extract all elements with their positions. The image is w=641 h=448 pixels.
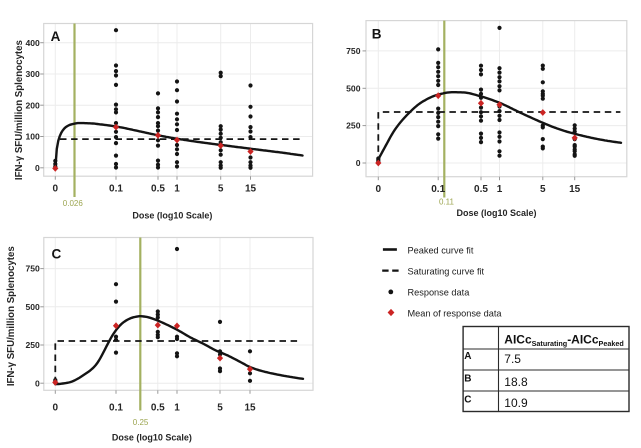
svg-text:IFN-γ SFU/million Splenocytes: IFN-γ SFU/million Splenocytes — [6, 246, 17, 386]
svg-text:0: 0 — [35, 378, 40, 388]
svg-text:0.1: 0.1 — [431, 184, 445, 195]
svg-text:0: 0 — [35, 163, 40, 173]
svg-text:0.1: 0.1 — [109, 403, 123, 414]
svg-text:15: 15 — [244, 403, 256, 414]
svg-text:Response data: Response data — [408, 288, 471, 298]
svg-text:0.25: 0.25 — [133, 418, 149, 427]
svg-text:Dose (log10 Scale): Dose (log10 Scale) — [112, 432, 192, 442]
svg-text:250: 250 — [25, 340, 40, 350]
svg-text:750: 750 — [25, 264, 40, 274]
svg-text:Dose (log10 Scale): Dose (log10 Scale) — [456, 208, 536, 218]
svg-text:1: 1 — [174, 184, 180, 195]
svg-text:15: 15 — [569, 184, 581, 195]
svg-text:300: 300 — [25, 69, 40, 79]
svg-text:10.9: 10.9 — [504, 396, 528, 410]
svg-text:0: 0 — [376, 184, 382, 195]
svg-text:1: 1 — [497, 184, 503, 195]
svg-text:IFN-γ SFU/million Splenocytes: IFN-γ SFU/million Splenocytes — [14, 40, 25, 180]
svg-text:C: C — [464, 395, 471, 406]
svg-text:0: 0 — [356, 158, 361, 168]
svg-text:1: 1 — [174, 403, 180, 414]
svg-text:Dose (log10 Scale): Dose (log10 Scale) — [132, 211, 212, 221]
svg-text:Peaked curve fit: Peaked curve fit — [408, 246, 474, 256]
svg-text:18.8: 18.8 — [504, 375, 528, 389]
svg-text:5: 5 — [218, 184, 224, 195]
svg-text:200: 200 — [25, 100, 40, 110]
svg-text:500: 500 — [346, 83, 361, 93]
svg-text:5: 5 — [217, 403, 223, 414]
svg-text:Mean of response data: Mean of response data — [408, 309, 503, 319]
svg-text:A: A — [464, 351, 471, 362]
svg-text:0: 0 — [53, 403, 59, 414]
svg-text:15: 15 — [245, 184, 257, 195]
svg-text:750: 750 — [346, 46, 361, 56]
svg-text:B: B — [464, 373, 471, 384]
svg-text:400: 400 — [25, 38, 40, 48]
svg-text:7.5: 7.5 — [504, 352, 521, 366]
svg-text:0.5: 0.5 — [151, 403, 165, 414]
svg-text:5: 5 — [540, 184, 546, 195]
svg-text:C: C — [52, 246, 62, 261]
svg-text:0: 0 — [53, 184, 59, 195]
svg-text:Saturating curve fit: Saturating curve fit — [408, 266, 485, 276]
svg-text:A: A — [51, 29, 61, 44]
svg-text:0.026: 0.026 — [63, 199, 84, 208]
svg-text:0.1: 0.1 — [109, 184, 123, 195]
svg-text:0.5: 0.5 — [151, 184, 165, 195]
svg-text:100: 100 — [25, 132, 40, 142]
svg-text:0.11: 0.11 — [439, 198, 455, 207]
svg-text:250: 250 — [346, 121, 361, 131]
svg-text:500: 500 — [25, 302, 40, 312]
svg-text:B: B — [372, 26, 382, 41]
svg-text:0.5: 0.5 — [474, 184, 488, 195]
